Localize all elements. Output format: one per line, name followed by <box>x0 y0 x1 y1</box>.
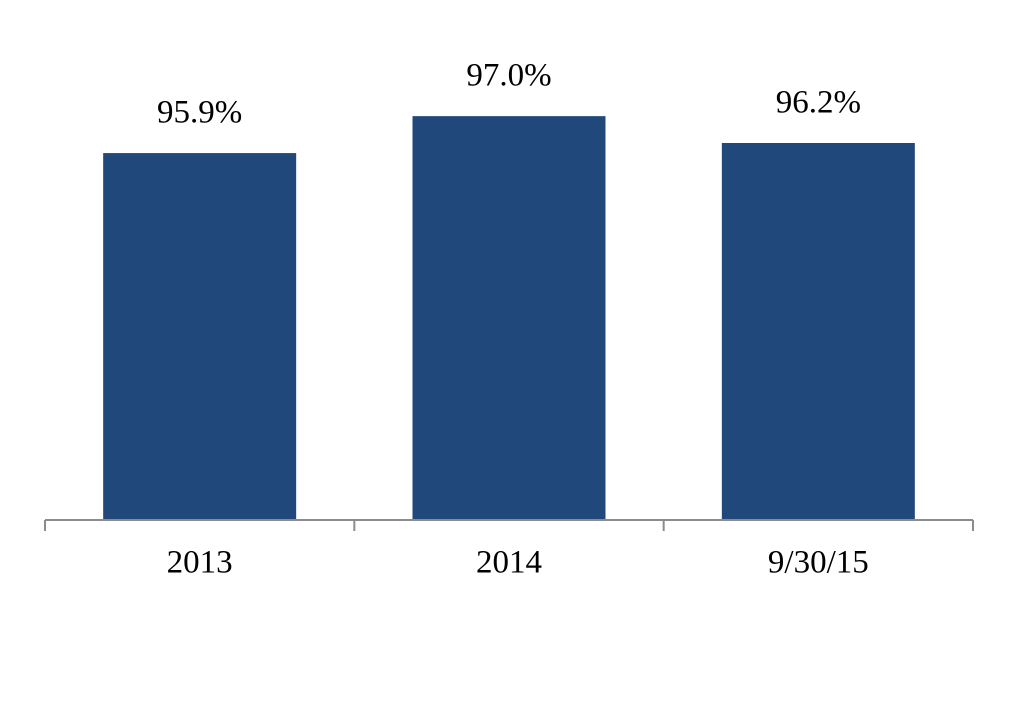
x-tick-label: 2013 <box>167 545 233 581</box>
bar <box>103 153 297 520</box>
x-tick-label: 2014 <box>476 545 542 581</box>
bar <box>721 143 915 519</box>
x-tick-label: 9/30/15 <box>768 545 869 581</box>
value-label: 97.0% <box>466 58 551 94</box>
value-label: 95.9% <box>157 95 242 131</box>
value-label: 96.2% <box>776 85 861 121</box>
bar <box>412 116 606 520</box>
